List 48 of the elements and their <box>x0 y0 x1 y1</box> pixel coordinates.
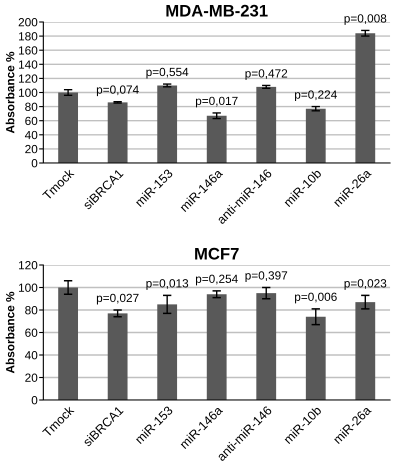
bar <box>108 313 128 400</box>
annotation: p=0,013 <box>146 279 188 290</box>
annotation: p=0,224 <box>295 90 337 102</box>
y-tick-label: 80 <box>25 306 38 314</box>
bar <box>306 108 326 163</box>
y-tick-label: 180 <box>18 32 38 40</box>
y-tick-label: 20 <box>25 144 38 154</box>
bar <box>157 304 178 400</box>
y-tick-label: 200 <box>18 18 38 26</box>
y-tick-label: 80 <box>25 102 38 111</box>
annotation: p=0,397 <box>245 271 288 282</box>
y-tick-label: 40 <box>24 130 38 140</box>
y-tick-label: 140 <box>18 60 38 69</box>
annotation: p=0,554 <box>146 68 188 78</box>
y-tick-label: 120 <box>18 74 38 83</box>
annotation: p=0,027 <box>96 294 139 304</box>
annotation: p=0,023 <box>344 279 386 290</box>
bar <box>256 86 276 163</box>
bar <box>206 116 227 163</box>
bar <box>355 302 376 400</box>
y-tick-label: 0 <box>32 396 38 404</box>
y-tick-label: 0 <box>32 159 38 168</box>
y-axis-title: Absorbance % <box>6 52 14 134</box>
annotation: p=0,006 <box>295 292 337 304</box>
annotation: p=0,472 <box>245 69 288 80</box>
annotation: p=0,017 <box>196 96 238 108</box>
y-tick-label: 160 <box>18 46 38 55</box>
y-tick-label: 20 <box>25 374 38 382</box>
bar <box>256 293 276 400</box>
y-tick-label: 100 <box>18 88 38 97</box>
bar <box>58 92 78 163</box>
bar <box>355 33 376 163</box>
bar <box>58 288 78 400</box>
y-axis-title: Absorbance % <box>6 292 14 374</box>
annotation: p=0,074 <box>96 85 139 96</box>
bar <box>206 294 227 400</box>
bar <box>306 316 326 400</box>
y-tick-label: 120 <box>18 261 38 270</box>
annotation: p=0,254 <box>196 274 238 286</box>
annotation: p=0,008 <box>344 14 386 25</box>
y-tick-label: 60 <box>25 328 38 337</box>
bar <box>157 85 178 163</box>
y-tick-label: 100 <box>18 284 38 292</box>
bar <box>108 102 128 163</box>
chart-title: MCF7 <box>195 248 239 260</box>
y-tick-label: 60 <box>25 116 38 126</box>
chart-title: MDA-MB-231 <box>166 4 268 17</box>
y-tick-label: 40 <box>24 351 38 360</box>
